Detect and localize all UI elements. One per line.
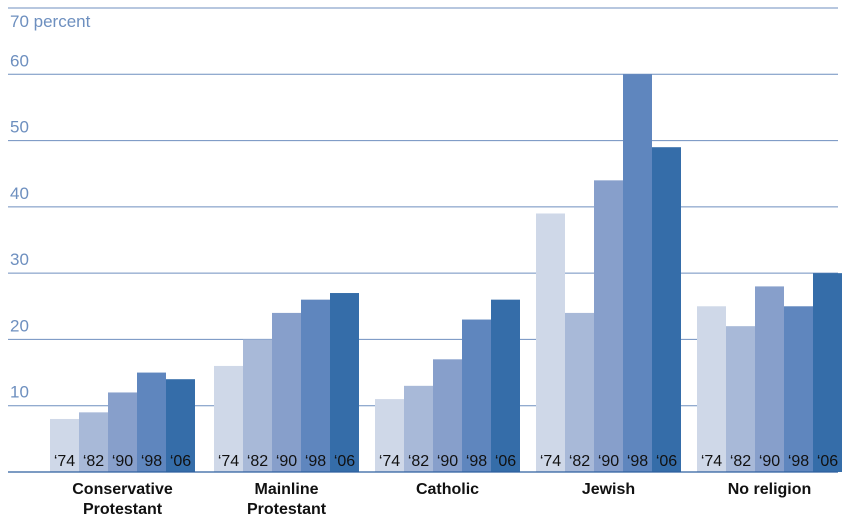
bar-label-1-4: ‘06 <box>334 453 355 470</box>
bar-4-1 <box>726 326 755 472</box>
bar-label-3-1: ‘82 <box>569 453 590 470</box>
y-tick-40: 40 <box>10 184 29 203</box>
bar-0-2 <box>108 392 137 472</box>
bar-4-4 <box>813 273 842 472</box>
bar-label-1-0: ‘74 <box>218 453 239 470</box>
bar-label-4-3: ‘98 <box>788 453 809 470</box>
category-label-1-0: Mainline <box>254 481 318 498</box>
bar-0-0 <box>50 418 79 472</box>
bar-label-4-1: ‘82 <box>730 453 751 470</box>
bar-label-1-1: ‘82 <box>247 453 268 470</box>
bar-label-1-2: ‘90 <box>276 453 297 470</box>
bar-2-0 <box>375 399 404 472</box>
y-tick-10: 10 <box>10 383 29 402</box>
bar-year-labels: ‘74 ‘82 ‘90 ‘98 ‘06 ‘74 ‘82 ‘90 ‘98 ‘06 ‘74 ‘82 ‘90 ‘… <box>54 453 838 470</box>
bar-label-4-4: ‘06 <box>817 453 838 470</box>
y-tick-20: 20 <box>10 316 29 335</box>
bar-label-4-0: ‘74 <box>701 453 722 470</box>
bar-label-2-1: ‘82 <box>408 453 429 470</box>
bar-label-0-0: ‘74 <box>54 453 75 470</box>
bar-1-3 <box>301 299 330 472</box>
bar-1-1 <box>243 339 272 472</box>
bar-label-1-3: ‘98 <box>305 453 326 470</box>
bar-label-2-3: ‘98 <box>466 453 487 470</box>
category-label-4-0: No religion <box>728 481 812 498</box>
category-label-2-0: Catholic <box>416 481 479 498</box>
bar-label-0-1: ‘82 <box>83 453 104 470</box>
bar-1-0 <box>214 365 243 472</box>
bar-label-2-0: ‘74 <box>379 453 400 470</box>
category-label-1-1: Protestant <box>247 501 327 517</box>
bar-4-2 <box>755 286 784 472</box>
bar-1-4 <box>330 293 359 472</box>
bar-3-0 <box>536 213 565 472</box>
bar-0-1 <box>79 412 108 472</box>
category-label-3-0: Jewish <box>582 481 635 498</box>
bar-0-3 <box>137 372 166 472</box>
bar-3-3 <box>623 74 652 473</box>
bar-2-1 <box>404 385 433 472</box>
category-label-0-0: Conservative <box>72 481 173 498</box>
bar-2-4 <box>491 299 520 472</box>
bar-label-2-2: ‘90 <box>437 453 458 470</box>
bar-0-4 <box>166 379 195 472</box>
bar-4-3 <box>784 306 813 472</box>
bar-3-2 <box>594 180 623 473</box>
bar-label-0-3: ‘98 <box>141 453 162 470</box>
bar-label-3-3: ‘98 <box>627 453 648 470</box>
bar-label-3-2: ‘90 <box>598 453 619 470</box>
bar-4-0 <box>697 306 726 472</box>
bars <box>50 74 842 473</box>
bar-3-4 <box>652 147 681 472</box>
y-tick-30: 30 <box>10 250 29 269</box>
y-tick-labels: 10 20 30 40 50 60 <box>10 51 29 401</box>
bar-2-2 <box>433 359 462 472</box>
grid <box>8 7 838 407</box>
category-labels: Conservative Protestant Mainline Protestant… <box>72 481 811 517</box>
bar-label-0-4: ‘06 <box>170 453 191 470</box>
bar-1-2 <box>272 312 301 472</box>
y-axis-label: 70 percent <box>10 12 91 31</box>
bar-label-3-0: ‘74 <box>540 453 561 470</box>
y-tick-60: 60 <box>10 51 29 70</box>
y-tick-50: 50 <box>10 118 29 137</box>
bar-2-3 <box>462 319 491 472</box>
bar-label-4-2: ‘90 <box>759 453 780 470</box>
bar-3-1 <box>565 312 594 472</box>
bar-label-0-2: ‘90 <box>112 453 133 470</box>
category-label-0-1: Protestant <box>83 501 163 517</box>
bar-label-2-4: ‘06 <box>495 453 516 470</box>
bar-label-3-4: ‘06 <box>656 453 677 470</box>
